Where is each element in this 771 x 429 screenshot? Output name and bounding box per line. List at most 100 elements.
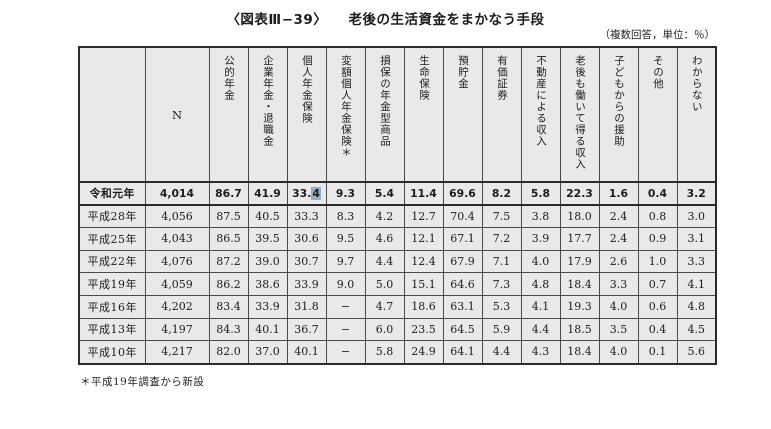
data-cell: 2.6 <box>598 249 639 274</box>
data-cell: 67.1 <box>442 226 483 251</box>
data-cell: 4.5 <box>676 317 717 342</box>
data-cell: 17.9 <box>559 249 600 274</box>
column-header-label: 変額個人年金保険＊ <box>340 55 352 159</box>
column-header: 公的年金 <box>208 46 249 183</box>
data-cell: 7.5 <box>481 204 522 228</box>
data-cell: 64.6 <box>442 272 483 296</box>
data-cell: 69.6 <box>442 181 483 206</box>
data-cell: 18.6 <box>403 294 444 319</box>
data-cell: 40.1 <box>286 340 327 364</box>
column-header: 預貯金 <box>442 46 483 183</box>
row-header-year: 平成19年 <box>78 272 146 296</box>
data-cell: 38.6 <box>247 272 288 296</box>
data-cell: 3.3 <box>676 249 717 274</box>
data-cell: 82.0 <box>208 340 249 364</box>
data-cell: 1.0 <box>637 249 678 274</box>
column-header-label: 有価証券 <box>496 55 508 101</box>
data-cell: 7.2 <box>481 226 522 251</box>
data-cell: 5.3 <box>481 294 522 319</box>
data-cell: 4,056 <box>144 204 210 228</box>
data-cell: 12.7 <box>403 204 444 228</box>
data-cell: 2.4 <box>598 204 639 228</box>
column-header: 有価証券 <box>481 46 522 183</box>
data-cell: 30.7 <box>286 249 327 274</box>
data-cell: 0.9 <box>637 226 678 251</box>
data-cell: 4,202 <box>144 294 210 319</box>
column-header: 企業年金・退職金 <box>247 46 288 183</box>
column-header: 生命保険 <box>403 46 444 183</box>
data-cell: 5.6 <box>676 340 717 364</box>
data-cell: 33.9 <box>247 294 288 319</box>
data-cell: 15.1 <box>403 272 444 296</box>
data-cell: 5.9 <box>481 317 522 342</box>
data-cell: 0.8 <box>637 204 678 228</box>
row-header-year: 平成22年 <box>78 249 146 274</box>
data-cell: 4,059 <box>144 272 210 296</box>
column-header: 老後も働いて得る収入 <box>559 46 600 183</box>
data-cell: 4.8 <box>520 272 561 296</box>
data-cell: 36.7 <box>286 317 327 342</box>
data-cell: 17.7 <box>559 226 600 251</box>
data-cell: 6.0 <box>364 317 405 342</box>
row-header-year: 平成13年 <box>78 317 146 342</box>
data-cell: 39.0 <box>247 249 288 274</box>
column-header-label: 不動産による収入 <box>535 55 547 147</box>
column-header-label: 公的年金 <box>223 55 235 101</box>
data-cell: 67.9 <box>442 249 483 274</box>
data-cell: 3.1 <box>676 226 717 251</box>
data-cell: 18.4 <box>559 272 600 296</box>
column-header: 不動産による収入 <box>520 46 561 183</box>
unit-note: （複数回答，単位：％） <box>599 29 716 41</box>
column-header-label: 生命保険 <box>418 55 430 101</box>
data-cell: 64.5 <box>442 317 483 342</box>
data-cell: 5.0 <box>364 272 405 296</box>
data-cell: 4.0 <box>520 249 561 274</box>
table-row: 平成25年 4,043 86.5 39.5 30.6 9.5 4.6 12.1 67.1 7.2 3… <box>78 226 717 251</box>
row-header-year: 令和元年 <box>78 181 146 206</box>
table-row: 平成22年 4,076 87.2 39.0 30.7 9.7 4.4 12.4 67.9 7.1 4… <box>78 249 717 274</box>
column-header: N <box>144 46 210 183</box>
column-header: 変額個人年金保険＊ <box>325 46 366 183</box>
data-cell: 37.0 <box>247 340 288 364</box>
data-cell: 33.9 <box>286 272 327 296</box>
row-header-year: 平成10年 <box>78 340 146 364</box>
table-row: 令和元年 4,014 86.7 41.9 33.4 9.3 5.4 11.4 69.6 8.2 5.… <box>78 181 717 206</box>
table-body: 令和元年 4,014 86.7 41.9 33.4 9.3 5.4 11.4 69.6 8.2 5.… <box>78 181 717 364</box>
data-cell: 3.5 <box>598 317 639 342</box>
data-cell: 3.8 <box>520 204 561 228</box>
data-cell: 3.0 <box>676 204 717 228</box>
data-cell: 9.7 <box>325 249 366 274</box>
data-cell: 87.2 <box>208 249 249 274</box>
data-cell: 5.4 <box>364 181 405 206</box>
figure-title: 〈図表Ⅲ−39〉 老後の生活資金をまかなう手段 <box>226 12 545 28</box>
data-cell: 41.9 <box>247 181 288 206</box>
table-row: 平成28年 4,056 87.5 40.5 33.3 8.3 4.2 12.7 70.4 7.5 3… <box>78 204 717 228</box>
table-row: 平成10年 4,217 82.0 37.0 40.1−5.8 24.9 64.1 4.4 4.3… <box>78 340 717 364</box>
data-cell: 18.4 <box>559 340 600 364</box>
data-cell: 3.3 <box>598 272 639 296</box>
table-row: 平成19年 4,059 86.2 38.6 33.9 9.0 5.0 15.1 64.6 7.3 4… <box>78 272 717 296</box>
column-header-label: 預貯金 <box>457 55 469 90</box>
data-cell: 63.1 <box>442 294 483 319</box>
data-cell: 4.2 <box>364 204 405 228</box>
data-cell: 4.8 <box>676 294 717 319</box>
data-cell: 0.1 <box>637 340 678 364</box>
data-cell: 4,014 <box>144 181 210 206</box>
data-cell: 84.3 <box>208 317 249 342</box>
data-cell: 4.1 <box>520 294 561 319</box>
data-cell: 7.1 <box>481 249 522 274</box>
column-header-label: 損保の年金型商品 <box>379 55 391 147</box>
data-cell: 4.6 <box>364 226 405 251</box>
data-cell: 3.2 <box>676 181 717 206</box>
data-cell: 87.5 <box>208 204 249 228</box>
data-cell: 70.4 <box>442 204 483 228</box>
column-header-label: その他 <box>652 55 664 90</box>
data-cell: 83.4 <box>208 294 249 319</box>
data-cell: 4.3 <box>520 340 561 364</box>
data-cell: 9.0 <box>325 272 366 296</box>
data-cell: 24.9 <box>403 340 444 364</box>
data-cell: 33.3 <box>286 204 327 228</box>
data-cell: 23.5 <box>403 317 444 342</box>
column-header: 損保の年金型商品 <box>364 46 405 183</box>
data-cell: 2.4 <box>598 226 639 251</box>
